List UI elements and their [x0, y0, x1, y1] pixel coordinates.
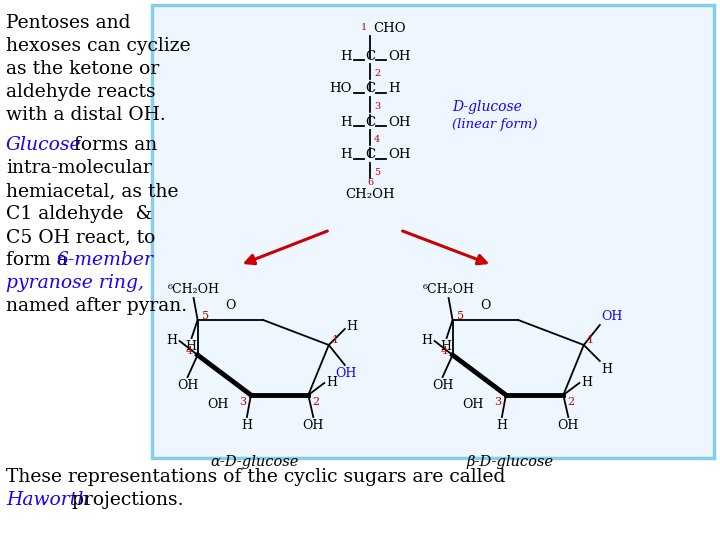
Text: OH: OH — [177, 379, 198, 392]
Text: C: C — [365, 50, 375, 63]
Text: D-glucose: D-glucose — [452, 100, 522, 114]
Text: Haworth: Haworth — [6, 491, 89, 509]
Text: form a: form a — [6, 251, 73, 269]
Text: CH₂OH: CH₂OH — [345, 188, 395, 201]
Text: with a distal OH.: with a distal OH. — [6, 106, 166, 124]
Text: as the ketone or: as the ketone or — [6, 60, 159, 78]
Text: HO: HO — [330, 83, 352, 96]
Text: C: C — [365, 83, 375, 96]
Text: 6-member: 6-member — [56, 251, 153, 269]
Text: H: H — [422, 334, 433, 347]
Text: forms an: forms an — [68, 136, 157, 154]
Text: intra-molecular: intra-molecular — [6, 159, 152, 177]
Text: H: H — [581, 375, 593, 388]
Text: named after pyran.: named after pyran. — [6, 297, 187, 315]
Text: H: H — [241, 419, 253, 432]
Text: OH: OH — [600, 310, 622, 323]
Text: OH: OH — [207, 399, 229, 411]
Text: CHO: CHO — [373, 22, 405, 35]
Text: H: H — [166, 334, 178, 347]
Text: 4: 4 — [441, 346, 448, 356]
Text: OH: OH — [388, 148, 410, 161]
Text: H: H — [440, 340, 451, 353]
Text: H: H — [496, 419, 508, 432]
Text: 2: 2 — [312, 397, 320, 407]
Text: ⁶CH₂OH: ⁶CH₂OH — [168, 283, 220, 296]
Text: H: H — [326, 375, 337, 388]
Text: 1: 1 — [331, 335, 338, 345]
Text: hexoses can cyclize: hexoses can cyclize — [6, 37, 191, 55]
Text: 2: 2 — [374, 69, 380, 78]
Text: Pentoses and: Pentoses and — [6, 14, 130, 32]
Text: β-D-glucose: β-D-glucose — [467, 455, 554, 469]
Text: OH: OH — [388, 50, 410, 63]
Text: Glucose: Glucose — [6, 136, 81, 154]
Text: OH: OH — [335, 367, 356, 380]
Text: α-D-glucose: α-D-glucose — [211, 455, 300, 469]
Text: 1: 1 — [361, 23, 367, 32]
Text: 3: 3 — [374, 102, 380, 111]
Text: C1 aldehyde  &: C1 aldehyde & — [6, 205, 152, 223]
Text: 1: 1 — [586, 335, 593, 345]
Text: 5: 5 — [202, 311, 210, 321]
FancyBboxPatch shape — [152, 5, 714, 458]
Text: H: H — [341, 50, 352, 63]
Text: O: O — [225, 299, 235, 312]
Text: 5: 5 — [457, 311, 464, 321]
Text: C: C — [365, 116, 375, 129]
Text: C: C — [365, 148, 375, 161]
Text: projections.: projections. — [66, 491, 184, 509]
Text: OH: OH — [432, 379, 454, 392]
Text: OH: OH — [557, 419, 579, 432]
Text: H: H — [388, 83, 400, 96]
Text: C5 OH react, to: C5 OH react, to — [6, 228, 156, 246]
Text: 2: 2 — [568, 397, 575, 407]
Text: H: H — [600, 363, 612, 376]
Text: OH: OH — [302, 419, 324, 432]
Text: (linear form): (linear form) — [452, 118, 538, 131]
Text: 5: 5 — [374, 168, 380, 177]
Text: These representations of the cyclic sugars are called: These representations of the cyclic suga… — [6, 468, 505, 486]
Text: 3: 3 — [495, 397, 501, 407]
Text: H: H — [185, 340, 196, 353]
Text: aldehyde reacts: aldehyde reacts — [6, 83, 156, 101]
Text: 4: 4 — [374, 135, 380, 144]
Text: 3: 3 — [239, 397, 246, 407]
Text: H: H — [341, 148, 352, 161]
Text: 6: 6 — [368, 178, 374, 187]
Text: H: H — [346, 321, 357, 334]
Text: ⁶CH₂OH: ⁶CH₂OH — [423, 283, 474, 296]
Text: OH: OH — [462, 399, 484, 411]
Text: 4: 4 — [186, 346, 193, 356]
Text: hemiacetal, as the: hemiacetal, as the — [6, 182, 179, 200]
Text: H: H — [341, 116, 352, 129]
Text: pyranose ring,: pyranose ring, — [6, 274, 144, 292]
Text: O: O — [480, 299, 490, 312]
Text: OH: OH — [388, 116, 410, 129]
